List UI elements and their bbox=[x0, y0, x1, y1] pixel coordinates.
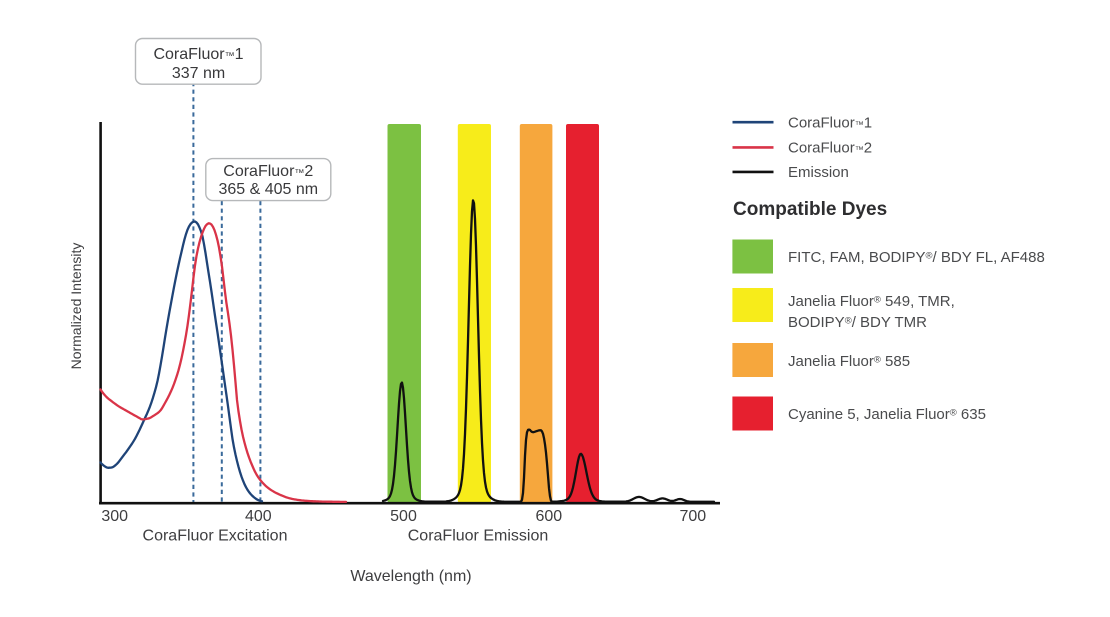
svg-text:700: 700 bbox=[679, 508, 706, 525]
svg-text:Janelia Fluor® 549, TMR,: Janelia Fluor® 549, TMR, bbox=[788, 293, 955, 310]
svg-text:365 & 405 nm: 365 & 405 nm bbox=[218, 181, 318, 198]
svg-text:600: 600 bbox=[535, 508, 562, 525]
svg-text:CoraFluor Excitation: CoraFluor Excitation bbox=[143, 528, 288, 545]
svg-text:400: 400 bbox=[245, 508, 272, 525]
svg-text:CoraFluor™2: CoraFluor™2 bbox=[788, 139, 872, 156]
svg-text:Janelia Fluor® 585: Janelia Fluor® 585 bbox=[788, 353, 910, 370]
svg-text:Wavelength (nm): Wavelength (nm) bbox=[350, 568, 471, 585]
svg-text:CoraFluor™1: CoraFluor™1 bbox=[788, 114, 872, 131]
svg-text:Cyanine 5, Janelia Fluor® 635: Cyanine 5, Janelia Fluor® 635 bbox=[788, 406, 986, 423]
svg-text:CoraFluor Emission: CoraFluor Emission bbox=[408, 528, 548, 545]
svg-text:CoraFluor™1: CoraFluor™1 bbox=[153, 46, 243, 63]
svg-text:Normalized Intensity: Normalized Intensity bbox=[68, 243, 84, 370]
svg-text:FITC, FAM, BODIPY®/ BDY FL, AF: FITC, FAM, BODIPY®/ BDY FL, AF488 bbox=[788, 249, 1045, 266]
svg-text:300: 300 bbox=[101, 508, 128, 525]
svg-text:500: 500 bbox=[390, 508, 417, 525]
svg-text:CoraFluor™2: CoraFluor™2 bbox=[223, 163, 313, 180]
svg-text:Compatible Dyes: Compatible Dyes bbox=[733, 199, 887, 220]
svg-text:BODIPY®/ BDY TMR: BODIPY®/ BDY TMR bbox=[788, 314, 927, 331]
svg-text:Emission: Emission bbox=[788, 164, 849, 181]
svg-text:337 nm: 337 nm bbox=[172, 65, 225, 82]
